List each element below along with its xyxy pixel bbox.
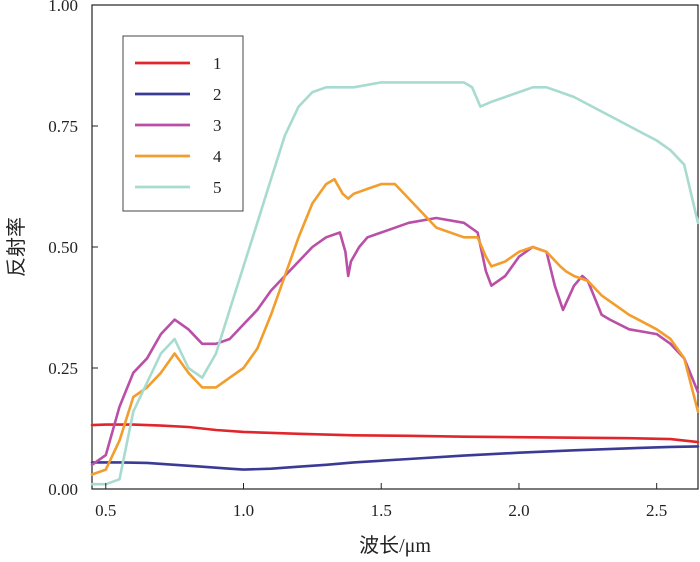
legend-label-2: 2 bbox=[213, 85, 222, 104]
legend-label-1: 1 bbox=[213, 54, 222, 73]
x-tick-label: 0.5 bbox=[95, 501, 116, 520]
x-tick-label: 2.0 bbox=[508, 501, 529, 520]
series-line-5 bbox=[90, 81, 700, 486]
legend-label-4: 4 bbox=[213, 147, 222, 166]
series-line-2 bbox=[90, 445, 700, 471]
x-tick-label: 2.5 bbox=[646, 501, 667, 520]
y-axis-title: 反射率 bbox=[5, 217, 28, 277]
series-line-4 bbox=[90, 177, 700, 476]
x-axis-title: 波长/μm bbox=[359, 534, 431, 557]
tick-layer: 0.5 1.0 1.5 2.0 2.5 0.00 0.25 0.50 0.75 1.00 bbox=[48, 0, 667, 520]
legend-items: 1 2 3 4 5 bbox=[135, 54, 222, 197]
legend-label-5: 5 bbox=[213, 178, 222, 197]
x-tick-label: 1.0 bbox=[233, 501, 254, 520]
y-tick-label: 0.25 bbox=[48, 359, 78, 378]
series-line-3 bbox=[90, 216, 700, 467]
y-tick-label: 0.00 bbox=[48, 480, 78, 499]
legend-box bbox=[122, 35, 244, 212]
legend-label-3: 3 bbox=[213, 116, 222, 135]
series-line-1 bbox=[90, 423, 700, 444]
legend: 1 2 3 4 5 bbox=[122, 35, 244, 212]
y-tick-label: 0.50 bbox=[48, 238, 78, 257]
series-layer bbox=[90, 81, 700, 486]
y-tick-label: 1.00 bbox=[48, 0, 78, 15]
y-tick-label: 0.75 bbox=[48, 117, 78, 136]
x-tick-label: 1.5 bbox=[371, 501, 392, 520]
